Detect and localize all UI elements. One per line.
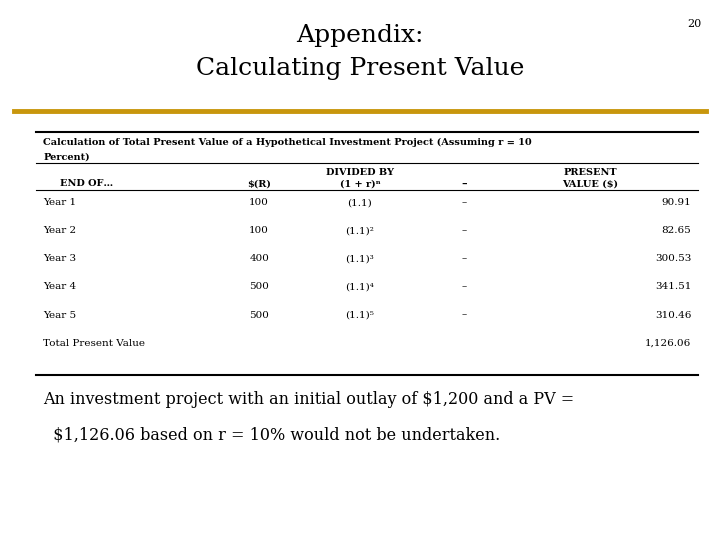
Text: 100: 100 [249, 226, 269, 235]
Text: 20: 20 [688, 19, 702, 29]
Text: –: – [462, 179, 467, 190]
Text: (1 + r)ⁿ: (1 + r)ⁿ [340, 179, 380, 188]
Text: 300.53: 300.53 [654, 254, 691, 264]
Text: (1.1)³: (1.1)³ [346, 254, 374, 264]
Text: END OF…: END OF… [60, 179, 113, 188]
Text: 400: 400 [249, 254, 269, 264]
Text: Appendix:: Appendix: [296, 24, 424, 48]
Text: (1.1)⁴: (1.1)⁴ [346, 282, 374, 292]
Text: (1.1)⁵: (1.1)⁵ [346, 310, 374, 320]
Text: VALUE ($): VALUE ($) [562, 179, 618, 188]
Text: 341.51: 341.51 [654, 282, 691, 292]
Text: 500: 500 [249, 310, 269, 320]
Text: –: – [462, 254, 467, 264]
Text: (1.1): (1.1) [348, 198, 372, 207]
Text: (1.1)²: (1.1)² [346, 226, 374, 235]
Text: Calculation of Total Present Value of a Hypothetical Investment Project (Assumin: Calculation of Total Present Value of a … [43, 138, 532, 147]
Text: 100: 100 [249, 198, 269, 207]
Text: –: – [462, 282, 467, 292]
Text: 90.91: 90.91 [662, 198, 691, 207]
Text: Year 1: Year 1 [43, 198, 76, 207]
Text: Percent): Percent) [43, 152, 90, 161]
Text: Year 4: Year 4 [43, 282, 76, 292]
Text: Calculating Present Value: Calculating Present Value [196, 57, 524, 80]
Text: 82.65: 82.65 [662, 226, 691, 235]
Text: Year 3: Year 3 [43, 254, 76, 264]
Text: PRESENT: PRESENT [564, 168, 617, 178]
Text: $1,126.06 based on r = 10% would not be undertaken.: $1,126.06 based on r = 10% would not be … [43, 427, 500, 443]
Text: –: – [462, 310, 467, 320]
Text: 310.46: 310.46 [654, 310, 691, 320]
Text: –: – [462, 198, 467, 207]
Text: –: – [462, 226, 467, 235]
Text: DIVIDED BY: DIVIDED BY [326, 168, 394, 178]
Text: 1,126.06: 1,126.06 [645, 339, 691, 348]
Text: Year 5: Year 5 [43, 310, 76, 320]
Text: An investment project with an initial outlay of $1,200 and a PV =: An investment project with an initial ou… [43, 392, 575, 408]
Text: Total Present Value: Total Present Value [43, 339, 145, 348]
Text: 500: 500 [249, 282, 269, 292]
Text: $(R): $(R) [247, 179, 271, 188]
Text: Year 2: Year 2 [43, 226, 76, 235]
